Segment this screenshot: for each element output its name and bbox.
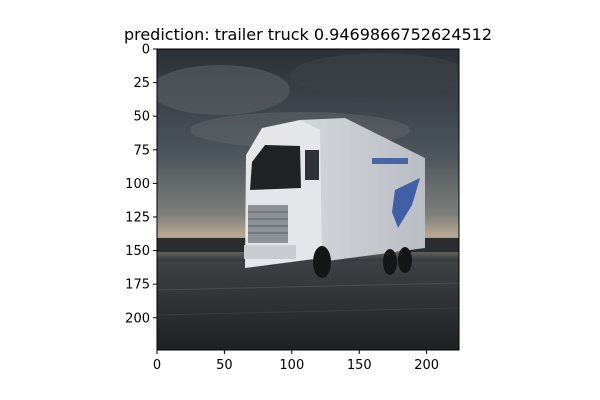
figure-title: prediction: trailer truck 0.946986675262…: [124, 25, 492, 44]
y-tick-label: 150: [125, 244, 150, 259]
y-tick-label: 0: [142, 43, 150, 58]
y-tick-label: 175: [125, 278, 150, 293]
y-tick-label: 200: [125, 311, 150, 326]
y-tick-label: 100: [125, 177, 150, 192]
x-tick-label: 0: [153, 358, 161, 373]
truck: [244, 118, 425, 278]
x-tick-label: 50: [216, 358, 233, 373]
x-tick-label: 200: [414, 358, 439, 373]
x-axis: 0 50 100 150 200: [153, 350, 439, 373]
x-tick-label: 150: [347, 358, 372, 373]
y-tick-label: 25: [133, 76, 150, 91]
y-tick-label: 75: [133, 143, 150, 158]
image-panel: [157, 49, 459, 350]
x-tick-label: 100: [279, 358, 304, 373]
y-tick-label: 125: [125, 210, 150, 225]
y-tick-label: 50: [133, 110, 150, 125]
y-axis: 0 25 50 75 100 125 150 175 200: [125, 43, 157, 326]
image-frame: [156, 48, 460, 351]
